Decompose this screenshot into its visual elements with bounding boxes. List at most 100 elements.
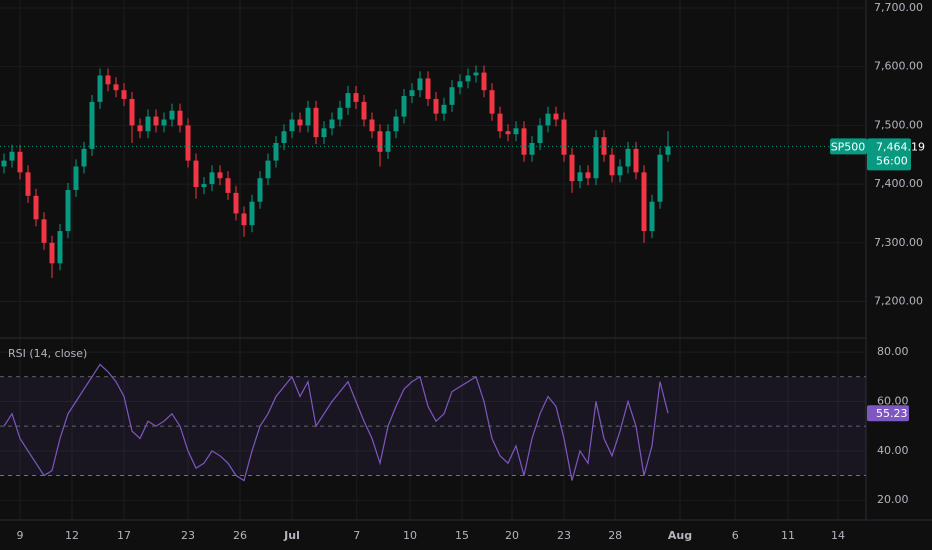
candle-body — [25, 172, 31, 196]
rsi-tag — [867, 405, 909, 422]
candle-body — [97, 75, 103, 102]
rsi-tick-label: 60.00 — [877, 394, 909, 407]
candle-body — [9, 151, 15, 161]
candle-body — [521, 128, 527, 155]
candle-body — [57, 231, 63, 264]
candle-body — [257, 178, 263, 202]
candle-body — [105, 75, 111, 85]
candle-body — [305, 107, 311, 126]
candle-body — [497, 113, 503, 132]
candle-body — [185, 125, 191, 161]
rsi-tick-label: 80.00 — [877, 345, 909, 358]
time-tick-label: 23 — [181, 529, 195, 542]
time-tick-label: 7 — [353, 529, 360, 542]
rsi-tick-label: 20.00 — [877, 493, 909, 506]
candle-body — [121, 90, 127, 99]
candle-body — [337, 107, 343, 120]
candle-body — [385, 131, 391, 152]
candle-body — [297, 119, 303, 126]
price-tick-label: 7,600.00 — [874, 60, 923, 73]
rsi-tag-label: 55.23 — [876, 407, 908, 420]
candle-body — [273, 142, 279, 161]
price-tick-label: 7,700.00 — [874, 1, 923, 14]
candle-body — [529, 142, 535, 155]
candle-body — [513, 128, 519, 135]
candle-body — [289, 119, 295, 132]
candle-body — [617, 166, 623, 176]
candle-body — [433, 98, 439, 114]
candle-body — [233, 192, 239, 214]
candle-body — [489, 90, 495, 114]
candle-body — [449, 87, 455, 105]
candle-body — [425, 78, 431, 99]
time-tick-label: 15 — [455, 529, 469, 542]
candle-body — [265, 160, 271, 179]
rsi-title: RSI (14, close) — [8, 347, 87, 360]
candle-body — [561, 119, 567, 155]
candle-body — [129, 98, 135, 126]
rsi-tick-label: 40.00 — [877, 444, 909, 457]
candle-body — [225, 178, 231, 193]
candle-body — [361, 101, 367, 120]
time-tick-label: 26 — [233, 529, 247, 542]
candle-body — [577, 172, 583, 182]
candle-body — [145, 116, 151, 132]
candle-body — [33, 195, 39, 220]
candle-body — [153, 116, 159, 126]
candle-body — [241, 213, 247, 226]
candle-body — [369, 119, 375, 132]
candle-body — [209, 172, 215, 185]
time-tick-label: 10 — [403, 529, 417, 542]
candle-body — [537, 125, 543, 143]
time-tick-label: 17 — [117, 529, 131, 542]
candle-body — [465, 75, 471, 82]
candle-body — [161, 119, 167, 126]
candle-body — [545, 113, 551, 126]
candle-body — [345, 93, 351, 108]
candle-body — [585, 172, 591, 179]
candle-body — [1, 160, 7, 167]
time-tick-label: 20 — [505, 529, 519, 542]
symbol-tag — [830, 138, 867, 155]
countdown-label: 56:00 — [876, 154, 908, 167]
candle-body — [625, 148, 631, 167]
candle-body — [473, 72, 479, 76]
price-tick-label: 7,400.00 — [874, 177, 923, 190]
price-tick-label: 7,200.00 — [874, 294, 923, 307]
candle-body — [641, 172, 647, 232]
candle-body — [193, 160, 199, 188]
time-tick-label: 14 — [831, 529, 845, 542]
candle-body — [417, 78, 423, 91]
time-tick-label: 12 — [65, 529, 79, 542]
candle-body — [665, 146, 671, 155]
candle-body — [201, 184, 207, 188]
candle-body — [481, 72, 487, 91]
candle-body — [657, 154, 663, 202]
candle-body — [17, 151, 23, 173]
price-tick-label: 7,500.00 — [874, 118, 923, 131]
candle-body — [569, 154, 575, 182]
candle-body — [321, 128, 327, 138]
time-tick-label: 11 — [781, 529, 795, 542]
candle-body — [169, 110, 175, 120]
time-tick-label: 6 — [732, 529, 739, 542]
candle-body — [649, 201, 655, 232]
candle-body — [113, 84, 119, 91]
candle-body — [49, 242, 55, 264]
time-tick-label: 9 — [17, 529, 24, 542]
candle-body — [313, 107, 319, 138]
candle-body — [217, 172, 223, 179]
price-tag — [867, 138, 911, 171]
time-tick-label: 23 — [557, 529, 571, 542]
candle-body — [281, 131, 287, 143]
time-tick-label: Aug — [668, 529, 692, 542]
candle-body — [65, 189, 71, 232]
rsi-line — [3, 363, 669, 482]
time-tick-label: 28 — [608, 529, 622, 542]
candle-body — [441, 104, 447, 114]
candle-body — [553, 113, 559, 120]
candle-body — [73, 166, 79, 190]
candle-body — [609, 154, 615, 176]
candle-body — [401, 96, 407, 117]
candle-body — [633, 148, 639, 173]
